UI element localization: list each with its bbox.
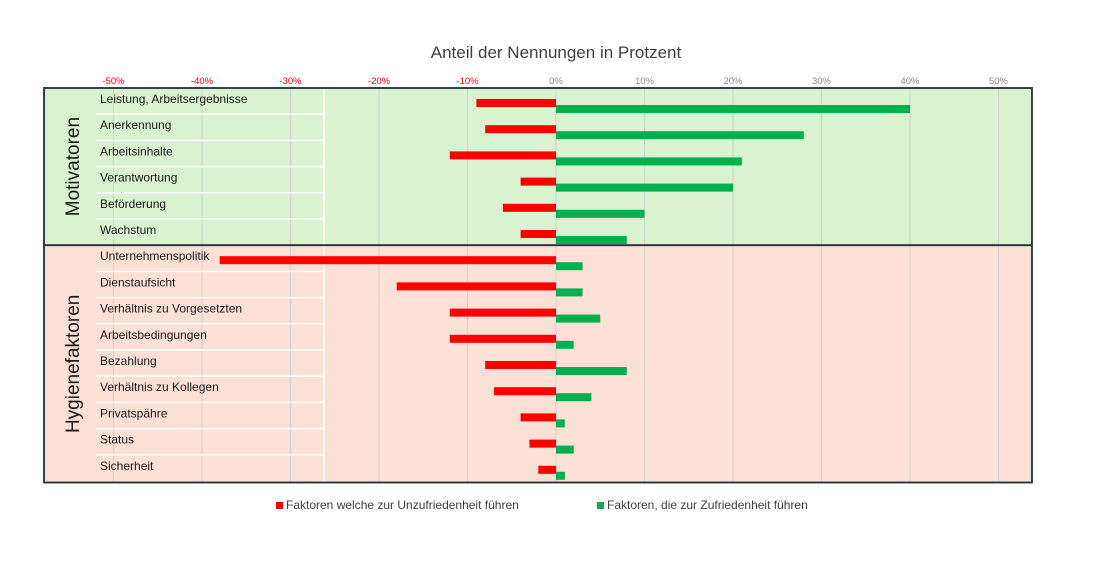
group-label: Motivatoren (63, 117, 84, 216)
x-tick-label: -30% (279, 76, 302, 87)
legend-label-satisfaction: Faktoren, die zur Zufriedenheit führen (607, 498, 808, 512)
bar-dissatisfaction (476, 99, 556, 107)
category-label: Verhältnis zu Vorgesetzten (100, 302, 242, 316)
bar-satisfaction (556, 131, 804, 140)
x-tick-label: 20% (723, 76, 743, 87)
x-tick-label: -50% (102, 76, 125, 87)
category-label: Privatspähre (100, 406, 168, 420)
x-tick-label: 50% (989, 76, 1009, 87)
x-tick-label: 30% (812, 76, 832, 87)
bar-dissatisfaction (449, 334, 556, 343)
category-label: Unternehmenspolitik (100, 249, 210, 263)
chart-title: Anteil der Nennungen in Protzent (431, 43, 682, 62)
legend-label-dissatisfaction: Faktoren welche zur Unzufriedenheit führ… (286, 498, 519, 512)
bar-satisfaction (556, 367, 627, 375)
bar-satisfaction (556, 262, 583, 271)
category-label: Dienstaufsicht (100, 275, 176, 289)
plot-frame (43, 87, 1033, 484)
bar-dissatisfaction (219, 256, 556, 265)
legend-swatch-dissatisfaction (276, 502, 283, 509)
category-label: Status (100, 433, 134, 447)
bar-dissatisfaction (520, 177, 556, 186)
bar-satisfaction (556, 183, 733, 192)
category-label: Verantwortung (100, 171, 177, 185)
x-tick-label: -20% (368, 76, 391, 87)
bar-satisfaction (556, 288, 583, 297)
bar-dissatisfaction (538, 465, 556, 474)
bar-dissatisfaction (520, 230, 556, 238)
bar-satisfaction (556, 314, 601, 323)
category-label: Anerkennung (100, 118, 171, 132)
bar-satisfaction (556, 105, 910, 113)
bar-dissatisfaction (396, 282, 556, 291)
x-tick-label: 40% (900, 76, 920, 87)
bar-satisfaction (556, 445, 574, 454)
category-label: Beförderung (100, 197, 166, 211)
bar-dissatisfaction (520, 413, 556, 422)
x-tick-label: -40% (191, 76, 214, 87)
bar-satisfaction (556, 471, 565, 480)
bar-dissatisfaction (529, 439, 556, 448)
category-label: Bezahlung (100, 354, 157, 368)
x-tick-label: -10% (456, 76, 479, 87)
bar-dissatisfaction (449, 151, 556, 160)
bar-dissatisfaction (485, 361, 556, 369)
category-label: Verhältnis zu Kollegen (100, 380, 219, 394)
bar-satisfaction (556, 157, 742, 166)
bar-satisfaction (556, 419, 565, 428)
bar-dissatisfaction (449, 308, 556, 317)
bar-satisfaction (556, 393, 592, 402)
bar-satisfaction (556, 340, 574, 349)
category-label: Leistung, Arbeitsergebnisse (100, 92, 248, 106)
category-label: Wachstum (100, 223, 156, 237)
category-label: Arbeitsinhalte (100, 144, 173, 158)
bar-satisfaction (556, 236, 627, 244)
group-label: Hygienefaktoren (63, 295, 84, 433)
bar-satisfaction (556, 209, 645, 218)
legend-swatch-satisfaction (597, 502, 604, 509)
category-label: Arbeitsbedingungen (100, 328, 207, 342)
x-tick-label: 10% (635, 76, 655, 87)
bar-dissatisfaction (485, 125, 556, 134)
bar-dissatisfaction (502, 203, 556, 212)
category-label: Sicherheit (100, 459, 154, 473)
x-tick-label: 0% (549, 76, 563, 87)
bar-dissatisfaction (494, 387, 556, 396)
